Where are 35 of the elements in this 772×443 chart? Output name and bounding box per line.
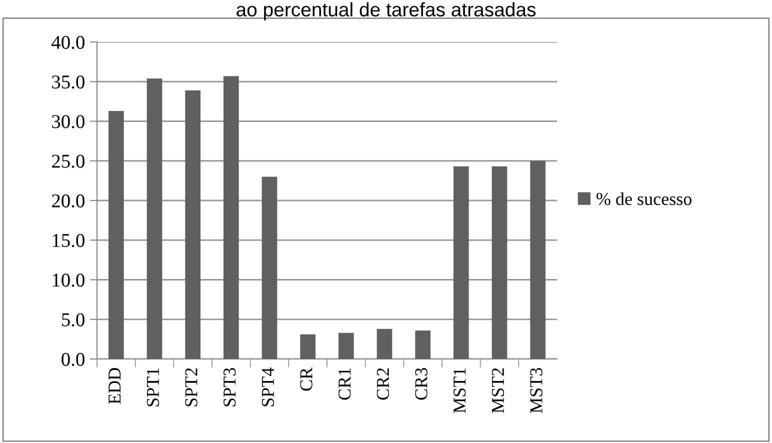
y-tick-label: 20.0 (52, 194, 84, 208)
x-tick-label: CR1 (338, 368, 351, 400)
bar (300, 334, 316, 359)
bar (492, 166, 508, 359)
x-tick-label: SPT2 (185, 368, 198, 406)
x-tick-label: CR3 (415, 368, 428, 400)
x-tick-label: SPT4 (262, 368, 274, 406)
x-tick-label: SPT3 (224, 368, 236, 406)
x-tick-label: MST2 (492, 368, 504, 413)
x-tick-label: SPT1 (146, 368, 160, 406)
chart-title: ao percentual de tarefas atrasadas (236, 2, 536, 20)
y-tick-label: 5.0 (62, 313, 84, 326)
bar (376, 328, 392, 359)
x-tick-label: MST1 (454, 368, 466, 413)
y-tick-label: 0.0 (62, 352, 84, 366)
x-tick-label: CR (300, 367, 312, 391)
y-tick-label: 35.0 (52, 75, 84, 89)
bar (415, 330, 430, 359)
x-tick-label: CR2 (376, 368, 390, 400)
bar (108, 110, 124, 359)
x-tick-label: EDD (108, 368, 121, 404)
bar (530, 160, 546, 359)
legend-label: % de sucesso (596, 192, 692, 206)
y-tick-label: 15.0 (52, 234, 84, 248)
bar (146, 78, 162, 359)
y-tick-label: 25.0 (52, 154, 84, 168)
bar (185, 90, 200, 359)
y-tick-label: 40.0 (52, 36, 84, 50)
y-tick-label: 10.0 (52, 274, 84, 287)
bar (224, 76, 239, 359)
bar (338, 332, 354, 359)
bar (262, 176, 278, 359)
y-tick-label: 30.0 (52, 115, 84, 128)
bar (454, 166, 469, 359)
x-tick-label: MST3 (530, 368, 542, 413)
